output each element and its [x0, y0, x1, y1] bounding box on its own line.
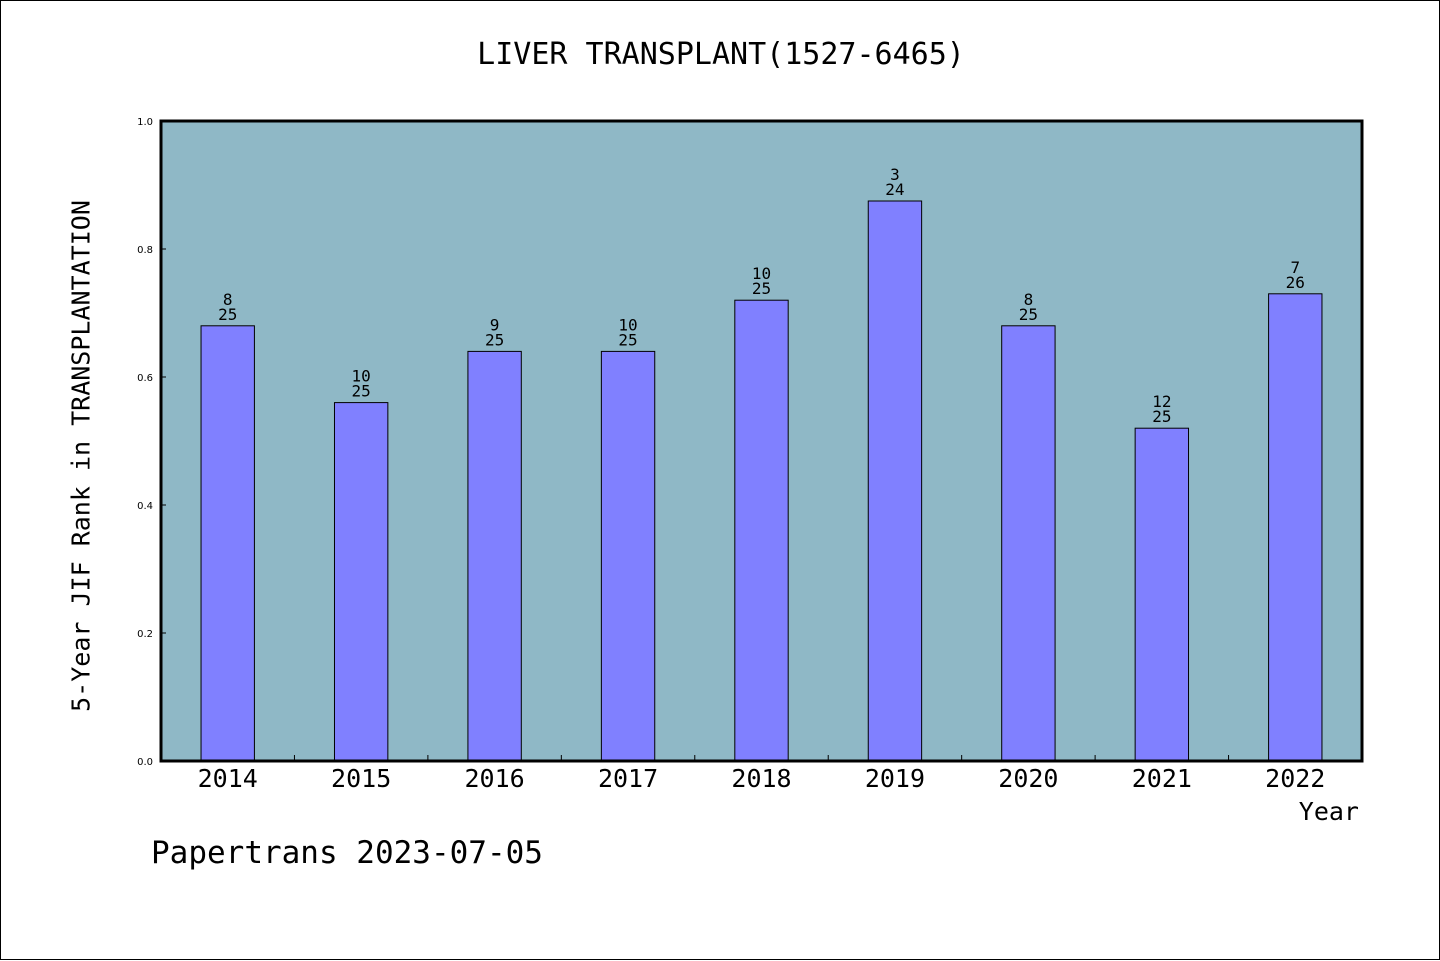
- bar-rank-label: 10: [618, 315, 637, 334]
- bar-total-label: 25: [485, 330, 504, 349]
- bar-total-label: 25: [752, 279, 771, 298]
- x-tick-label: 2019: [865, 764, 925, 793]
- x-tick-label: 2018: [731, 764, 791, 793]
- bar-rank-label: 9: [490, 315, 500, 334]
- bar: [1134, 427, 1190, 762]
- bar-total-label: 24: [885, 180, 904, 199]
- bar: [200, 325, 255, 762]
- bar: [600, 350, 656, 762]
- y-tick-label: 0.4: [137, 501, 153, 512]
- y-tick-label: 0.2: [137, 629, 153, 640]
- bar-rank-label: 8: [223, 290, 233, 309]
- bar: [467, 350, 522, 762]
- x-tick-label: 2020: [998, 764, 1058, 793]
- y-axis-label: 5-Year JIF Rank in TRANSPLANTATION: [66, 200, 96, 712]
- y-tick-label: 0.0: [137, 757, 153, 768]
- bar-rank-label: 10: [752, 264, 771, 283]
- bar-rank-label: 8: [1024, 290, 1034, 309]
- bar-total-label: 25: [618, 330, 637, 349]
- bar-rank-label: 10: [352, 367, 371, 386]
- y-tick-label: 0.8: [137, 245, 153, 256]
- y-tick-label: 0.6: [137, 373, 153, 384]
- x-tick-label: 2016: [465, 764, 525, 793]
- x-tick-label: 2015: [331, 764, 391, 793]
- bar-total-label: 25: [352, 382, 371, 401]
- y-tick-label: 1.0: [137, 117, 153, 128]
- chart-title: LIVER TRANSPLANT(1527-6465): [477, 37, 965, 72]
- bar-rank-label: 3: [890, 165, 900, 184]
- bar: [867, 200, 923, 762]
- x-tick-label: 2022: [1265, 764, 1325, 793]
- bar-rank-label: 12: [1152, 392, 1171, 411]
- bar-total-label: 25: [218, 305, 237, 324]
- bar-rank-label: 7: [1290, 258, 1300, 277]
- bar-total-label: 25: [1152, 407, 1171, 426]
- bar: [333, 402, 389, 762]
- footer-credit: Papertrans 2023-07-05: [151, 835, 543, 871]
- plot-frame: [159, 119, 1364, 763]
- bar: [1268, 293, 1323, 762]
- x-tick-label: 2014: [198, 764, 258, 793]
- x-tick-label: 2021: [1132, 764, 1192, 793]
- x-axis-label: Year: [1298, 797, 1359, 826]
- bar-total-label: 25: [1019, 305, 1038, 324]
- bar: [1001, 325, 1056, 762]
- bar: [734, 299, 789, 762]
- bar-total-label: 26: [1286, 273, 1305, 292]
- x-tick-label: 2017: [598, 764, 658, 793]
